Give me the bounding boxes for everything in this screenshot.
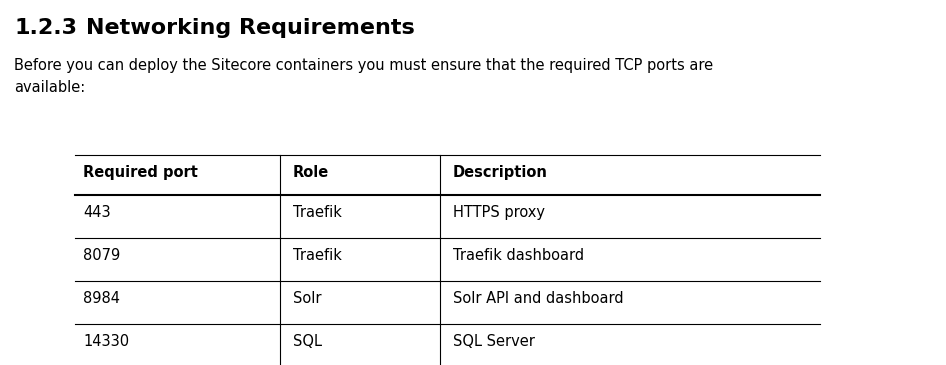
Text: Traefik: Traefik	[293, 248, 342, 263]
Text: Networking Requirements: Networking Requirements	[86, 18, 414, 38]
Text: 14330: 14330	[83, 334, 129, 349]
Text: Traefik dashboard: Traefik dashboard	[453, 248, 584, 263]
Text: Required port: Required port	[83, 165, 198, 180]
Text: Role: Role	[293, 165, 329, 180]
Text: Solr API and dashboard: Solr API and dashboard	[453, 291, 623, 306]
Text: HTTPS proxy: HTTPS proxy	[453, 205, 545, 220]
Text: Before you can deploy the Sitecore containers you must ensure that the required : Before you can deploy the Sitecore conta…	[14, 58, 713, 95]
Text: Description: Description	[453, 165, 548, 180]
Text: Solr: Solr	[293, 291, 322, 306]
Text: 8079: 8079	[83, 248, 120, 263]
Text: SQL Server: SQL Server	[453, 334, 534, 349]
Text: 8984: 8984	[83, 291, 120, 306]
Text: 1.2.3: 1.2.3	[14, 18, 77, 38]
Text: 443: 443	[83, 205, 111, 220]
Text: SQL: SQL	[293, 334, 322, 349]
Text: Traefik: Traefik	[293, 205, 342, 220]
